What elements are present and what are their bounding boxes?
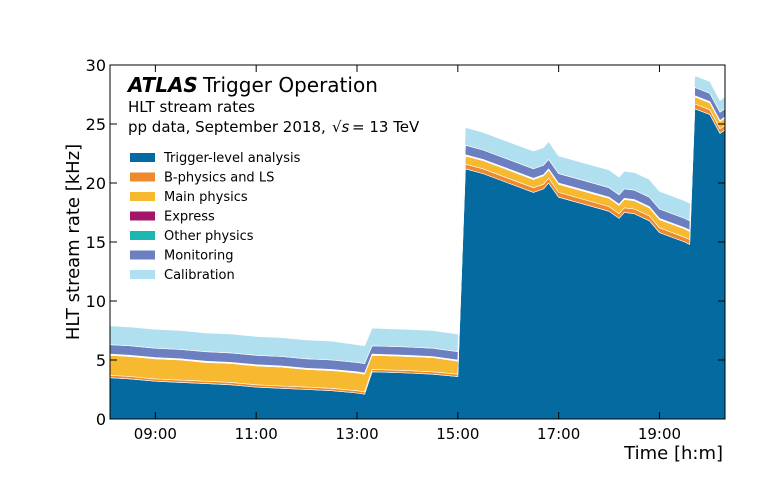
y-tick-label: 10 <box>86 292 106 311</box>
legend-swatch <box>130 250 155 260</box>
legend-label: Trigger-level analysis <box>163 151 301 166</box>
y-tick-label: 30 <box>86 56 106 75</box>
legend-swatch <box>130 192 155 201</box>
legend-label: Express <box>164 210 215 225</box>
x-tick-label: 17:00 <box>537 425 580 443</box>
subtitle-2: pp data, September 2018, <box>128 118 326 136</box>
legend-swatch <box>130 153 155 162</box>
legend-label: Monitoring <box>164 249 234 264</box>
x-tick-label: 13:00 <box>335 425 378 443</box>
legend-label: Calibration <box>164 268 235 283</box>
y-tick-label: 20 <box>86 174 106 193</box>
y-tick-label: 0 <box>96 410 106 429</box>
y-tick-label: 25 <box>86 115 106 134</box>
x-tick-label: 11:00 <box>235 425 278 443</box>
legend-swatch <box>130 211 155 221</box>
y-axis-label: HLT stream rate [kHz] <box>63 144 84 340</box>
energy-label-sqrt: √s <box>332 118 350 136</box>
x-tick-label: 19:00 <box>638 425 681 443</box>
legend-swatch <box>130 172 155 182</box>
title-bold: ATLAS <box>126 73 198 97</box>
title-rest: Trigger Operation <box>202 73 378 97</box>
legend-swatch <box>130 270 155 279</box>
legend: Trigger-level analysis B-physics and LS Ma… <box>130 151 301 283</box>
axis-ticks: 09:00 11:00 13:00 15:00 17:00 19:00 0 5 10 15 20 25… <box>86 56 725 443</box>
y-tick-label: 5 <box>96 351 106 370</box>
plot-frame <box>109 64 726 420</box>
subtitle-1: HLT stream rates <box>128 98 255 116</box>
y-tick-label: 15 <box>86 233 106 252</box>
legend-label: B-physics and LS <box>164 171 274 186</box>
area-6 <box>110 75 725 364</box>
title-block: ATLAS Trigger Operation HLT stream rates… <box>126 73 420 136</box>
stacked-areas <box>110 75 725 419</box>
legend-swatch <box>130 231 155 240</box>
energy-label-rest: = 13 TeV <box>352 118 420 136</box>
legend-label: Other physics <box>164 229 254 244</box>
x-tick-label: 15:00 <box>436 425 479 443</box>
legend-label: Main physics <box>164 190 248 205</box>
x-axis-label: Time [h:m] <box>623 443 723 464</box>
x-tick-label: 09:00 <box>134 425 177 443</box>
